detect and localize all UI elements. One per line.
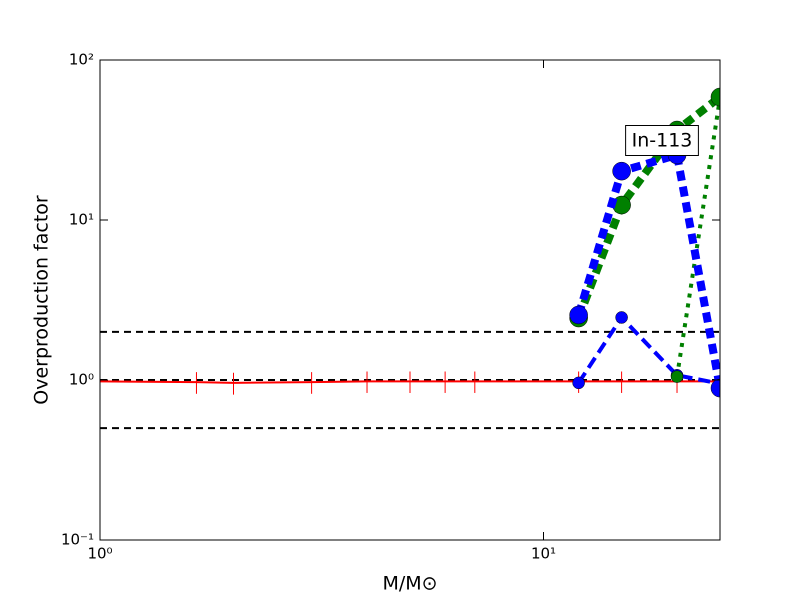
marker	[670, 370, 684, 383]
plot-area	[100, 87, 720, 430]
series-line	[100, 380, 720, 384]
x-tick-label: 10⁰	[87, 545, 112, 563]
marker	[710, 87, 720, 107]
y-tick-label: 10⁰	[69, 371, 94, 389]
marker	[710, 378, 720, 398]
y-tick-label: 10⁻¹	[61, 531, 94, 549]
marker	[615, 311, 628, 324]
series-line	[576, 314, 720, 386]
series-line	[574, 149, 720, 389]
marker	[612, 161, 631, 181]
plot-frame	[99, 59, 721, 541]
annotation: In-113	[632, 130, 693, 152]
marker	[569, 305, 588, 325]
x-axis-label: M/M⊙	[382, 573, 437, 595]
y-axis-label: Overproduction factor	[31, 195, 53, 405]
annotation-box	[625, 125, 699, 156]
y-tick-label: 10¹	[69, 211, 94, 229]
y-tick-label: 10²	[69, 51, 94, 69]
series-line	[675, 97, 720, 377]
x-tick-label: 10¹	[531, 545, 556, 563]
series-line	[574, 93, 720, 320]
marker	[572, 376, 585, 390]
